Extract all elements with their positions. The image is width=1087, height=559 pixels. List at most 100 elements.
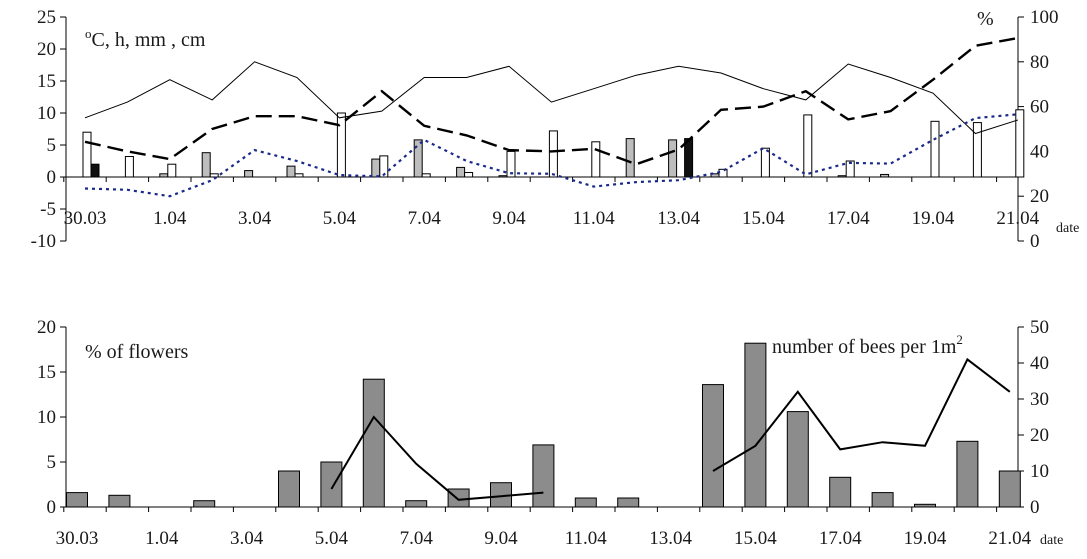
bottom-flower-bar — [744, 342, 767, 508]
top-x-tick-label: 17.04 — [827, 208, 870, 229]
top-bar-white — [421, 173, 431, 178]
bottom-flower-bar — [362, 378, 385, 508]
top-bar-gray — [286, 165, 296, 178]
top-bar-white — [591, 141, 601, 178]
bottom-x-tick-label: 1.04 — [145, 528, 179, 549]
top-bar-gray — [201, 152, 211, 178]
bottom-x-tick-label: 3.04 — [230, 528, 264, 549]
top-right-axis-label: % — [977, 8, 994, 30]
top-bar-gray — [668, 139, 678, 178]
top-x-tick-label: 13.04 — [657, 208, 700, 229]
top-left-axis-label: oC, h, mm , cm — [85, 26, 206, 51]
top-left-tick-label: 10 — [37, 103, 56, 124]
top-x-tick-label: 19.04 — [912, 208, 955, 229]
top-bar-white — [1015, 109, 1025, 178]
top-bar-gray — [413, 139, 423, 178]
top-x-tick-label: 9.04 — [492, 208, 526, 229]
top-bar-white — [760, 147, 770, 178]
top-bar-gray — [371, 158, 381, 178]
top-bar-white — [464, 172, 474, 178]
bottom-flower-bar — [914, 503, 936, 508]
top-left-tick-label: 0 — [47, 167, 57, 188]
bees-label-text: number of bees per 1m — [772, 336, 957, 358]
top-thin-line-series — [84, 61, 1018, 135]
bottom-right-tick-label: 40 — [1030, 353, 1049, 374]
top-left-tick-label: 25 — [37, 7, 56, 28]
top-bar-white — [82, 131, 92, 178]
bottom-x-tick-label: 11.04 — [565, 528, 608, 549]
bottom-left-axis-label: % of flowers — [85, 341, 189, 363]
bottom-flower-bar — [829, 476, 852, 508]
top-bar-gray — [837, 175, 847, 178]
top-right-tick-label: 40 — [1030, 141, 1049, 162]
bottom-left-tick-label: 5 — [47, 452, 57, 473]
bottom-x-tick-label: 7.04 — [400, 528, 434, 549]
bottom-right-tick-label: 0 — [1030, 497, 1040, 518]
bottom-flower-bar — [702, 384, 724, 508]
top-right-tick-label: 60 — [1030, 97, 1049, 118]
top-x-tick-label: 30.03 — [64, 208, 107, 229]
bottom-x-tick-label: 17.04 — [819, 528, 862, 549]
top-bar-gray — [159, 173, 169, 178]
bottom-right-axis-label: number of bees per 1m2 — [772, 332, 963, 358]
bottom-flower-bar — [617, 497, 640, 508]
bottom-x-tick-label: 5.04 — [315, 528, 349, 549]
top-x-tick-label: 3.04 — [238, 208, 272, 229]
bottom-left-tick-label: 0 — [47, 497, 57, 518]
bottom-x-tick-label: 19.04 — [904, 528, 947, 549]
top-bar-white — [294, 173, 304, 178]
top-bar-white — [803, 114, 813, 178]
bottom-right-tick-label: 20 — [1030, 425, 1049, 446]
bottom-flowering-chart: 0 5 10 15 20 0 10 20 30 40 50 30.03 1.04 3.04 5.04 7.04… — [37, 317, 1063, 549]
top-bar-white — [379, 155, 389, 178]
bottom-x-unit-label: date — [1040, 533, 1063, 548]
top-bar-gray — [498, 175, 508, 178]
bottom-flower-bar — [871, 492, 894, 508]
top-x-tick-label: 5.04 — [323, 208, 357, 229]
top-bar-white — [336, 112, 346, 178]
bottom-left-tick-label: 10 — [37, 407, 56, 428]
top-dashed-line-series — [84, 36, 1019, 166]
bottom-bees-line-segment-1 — [330, 415, 544, 501]
bottom-flower-bar — [956, 440, 979, 508]
bottom-flower-bar — [998, 470, 1021, 508]
top-bar-white — [972, 122, 982, 178]
top-left-tick-label: 5 — [47, 135, 57, 156]
bottom-left-tick-label: 20 — [37, 317, 56, 338]
top-bar-white — [506, 150, 516, 178]
top-x-tick-label: 21.04 — [996, 208, 1039, 229]
top-bar-black — [90, 163, 100, 178]
bottom-right-tick-label: 30 — [1030, 389, 1049, 410]
top-weather-chart: -10 -5 0 5 10 15 20 25 0 20 40 60 80 100 30.03 1.04 3.04… — [31, 7, 1080, 252]
bottom-flower-bar — [320, 461, 343, 508]
degree-mark: o — [85, 26, 92, 41]
top-bar-gray — [880, 173, 890, 178]
bottom-bees-line-segment-2 — [712, 357, 1011, 472]
top-x-tick-label: 15.04 — [742, 208, 785, 229]
top-x-unit-label: date — [1056, 221, 1079, 236]
top-bar-gray — [244, 170, 254, 178]
top-bar-gray — [625, 138, 635, 178]
top-x-tick-label: 1.04 — [153, 208, 187, 229]
bottom-x-tick-label: 9.04 — [484, 528, 518, 549]
bottom-x-tick-label: 15.04 — [734, 528, 777, 549]
bottom-flower-bar — [66, 492, 88, 508]
top-left-tick-label: 20 — [37, 39, 56, 60]
top-bar-white — [209, 173, 219, 178]
top-bar-gray — [456, 166, 466, 178]
bottom-flower-bar — [193, 500, 216, 508]
top-bar-white — [167, 163, 177, 178]
bottom-flower-bar — [532, 444, 555, 508]
bottom-flower-bar — [447, 488, 470, 508]
bottom-flower-bar — [786, 411, 809, 508]
top-right-tick-label: 80 — [1030, 52, 1049, 73]
bottom-right-tick-label: 50 — [1030, 317, 1049, 338]
top-bar-white — [845, 160, 855, 178]
top-bar-white — [548, 130, 558, 178]
bottom-x-tick-label: 21.04 — [988, 528, 1031, 549]
top-left-tick-label: -10 — [31, 231, 56, 252]
bottom-left-tick-label: 15 — [37, 362, 56, 383]
bottom-flower-bar — [108, 494, 131, 508]
top-bar-white — [930, 120, 940, 178]
